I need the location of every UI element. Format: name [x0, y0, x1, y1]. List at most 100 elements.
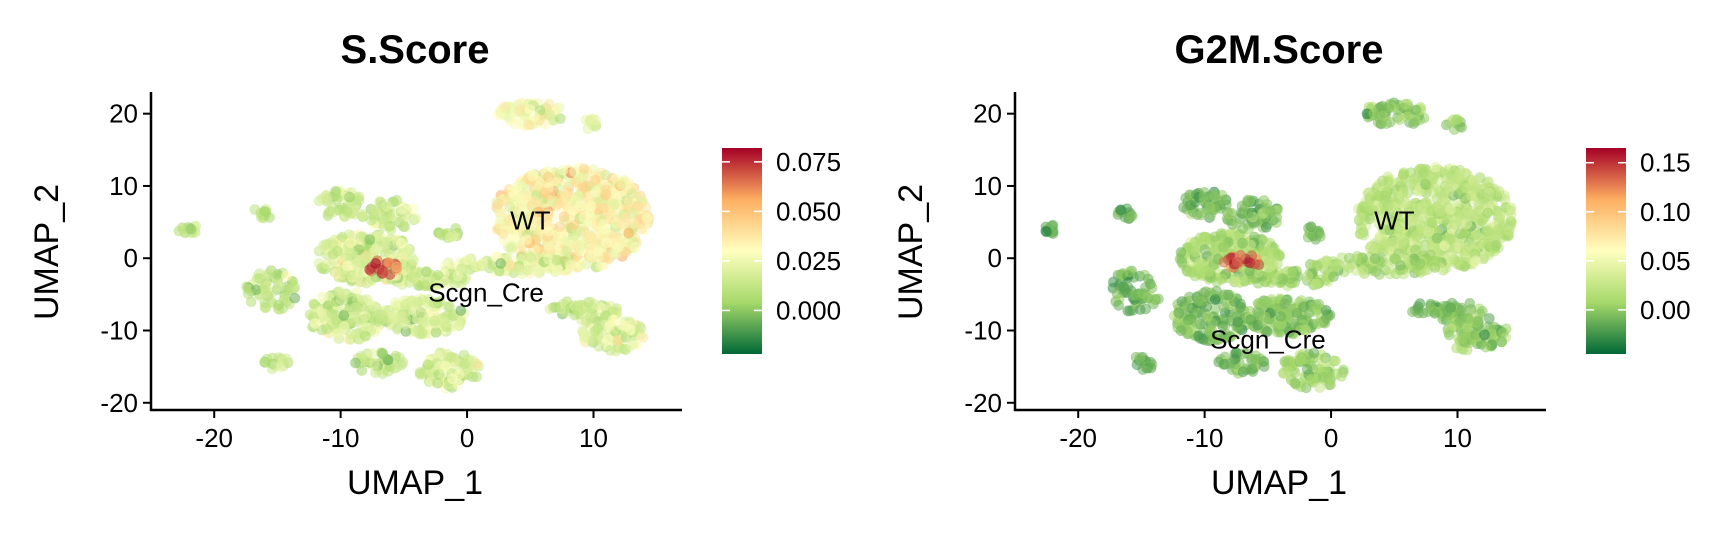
data-point — [326, 308, 338, 320]
data-point — [515, 264, 527, 276]
data-point — [1410, 104, 1422, 116]
y-axis-title: UMAP_2 — [892, 184, 930, 320]
data-point — [1182, 300, 1194, 312]
data-point — [1505, 208, 1517, 220]
data-point — [356, 208, 368, 220]
data-point — [332, 328, 343, 340]
data-point — [321, 258, 333, 270]
chart-title: G2M.Score — [1175, 28, 1384, 72]
data-point — [1412, 260, 1424, 272]
data-point — [1231, 218, 1243, 230]
colorbar-tick-label: 0.075 — [776, 147, 841, 177]
data-point — [1264, 206, 1276, 217]
data-point — [377, 348, 389, 360]
data-point — [598, 218, 610, 230]
data-point — [601, 237, 612, 249]
data-point — [1175, 246, 1187, 258]
data-point — [308, 298, 320, 310]
data-point — [467, 355, 479, 367]
data-point — [497, 228, 509, 240]
data-point — [509, 118, 521, 130]
data-point — [581, 258, 592, 270]
data-point — [419, 280, 431, 292]
data-point — [505, 243, 517, 255]
data-point — [1440, 119, 1452, 131]
data-point — [586, 231, 597, 243]
data-point — [345, 328, 357, 340]
data-point — [420, 266, 432, 278]
data-point — [455, 316, 467, 328]
data-point — [1443, 185, 1455, 197]
data-point — [1431, 232, 1443, 244]
data-point — [1213, 356, 1225, 368]
data-point — [1314, 382, 1326, 393]
cluster-label: WT — [1374, 205, 1415, 235]
x-tick-layer: -20 -10 0 10 — [1059, 410, 1472, 453]
data-point — [1117, 282, 1129, 294]
data-point — [524, 104, 536, 115]
data-point — [600, 169, 612, 181]
data-point — [309, 318, 321, 330]
data-point — [397, 356, 409, 368]
data-point — [1377, 110, 1389, 122]
data-point — [626, 188, 638, 200]
data-point — [1480, 341, 1492, 353]
cluster-label: WT — [510, 205, 551, 235]
data-point — [1411, 231, 1422, 243]
data-point — [1405, 167, 1417, 179]
data-point — [382, 365, 394, 377]
data-point — [378, 213, 390, 225]
colorbar: 0.000 0.025 0.050 0.075 — [722, 147, 841, 354]
y-tick-label: -10 — [100, 316, 138, 346]
y-tick-label: -20 — [100, 388, 138, 418]
data-point — [318, 240, 330, 252]
data-point — [1237, 366, 1249, 378]
data-point — [529, 196, 541, 208]
data-point — [447, 310, 459, 322]
data-point — [1479, 329, 1490, 341]
data-point — [1309, 278, 1321, 290]
data-point — [592, 323, 604, 334]
colorbar-tick-label: 0.000 — [776, 295, 841, 325]
data-point — [414, 366, 426, 378]
data-point — [629, 241, 641, 253]
data-point — [554, 221, 566, 233]
data-point — [1456, 333, 1468, 345]
data-point — [637, 332, 649, 343]
data-point — [568, 219, 580, 231]
data-point — [274, 281, 285, 293]
data-point — [1194, 318, 1206, 330]
colorbar-gradient — [722, 148, 762, 354]
data-point — [1482, 207, 1494, 219]
data-point — [365, 214, 377, 226]
data-point — [1277, 273, 1289, 284]
data-point — [1218, 289, 1230, 301]
data-point — [622, 236, 633, 248]
data-point — [443, 301, 455, 313]
data-point — [577, 239, 588, 251]
data-point — [430, 326, 442, 338]
data-point — [185, 223, 197, 235]
data-point — [604, 345, 616, 356]
data-point — [1357, 265, 1369, 277]
data-point — [620, 246, 631, 258]
data-point — [288, 283, 300, 295]
cluster-label: Scgn_Cre — [428, 278, 544, 308]
data-point — [1194, 332, 1206, 344]
data-point — [356, 365, 368, 376]
data-point — [492, 198, 504, 210]
x-tick-label: 10 — [1443, 423, 1472, 453]
data-point — [381, 200, 392, 212]
data-point — [1430, 161, 1441, 173]
data-point — [446, 351, 458, 363]
data-point — [542, 209, 554, 221]
data-point — [348, 312, 360, 323]
data-point — [275, 361, 287, 373]
data-point — [1408, 118, 1419, 129]
data-point — [1328, 271, 1339, 283]
data-point — [370, 257, 382, 269]
data-point — [395, 310, 407, 322]
data-point — [1473, 315, 1485, 327]
data-point — [632, 200, 644, 212]
data-point — [359, 310, 371, 322]
